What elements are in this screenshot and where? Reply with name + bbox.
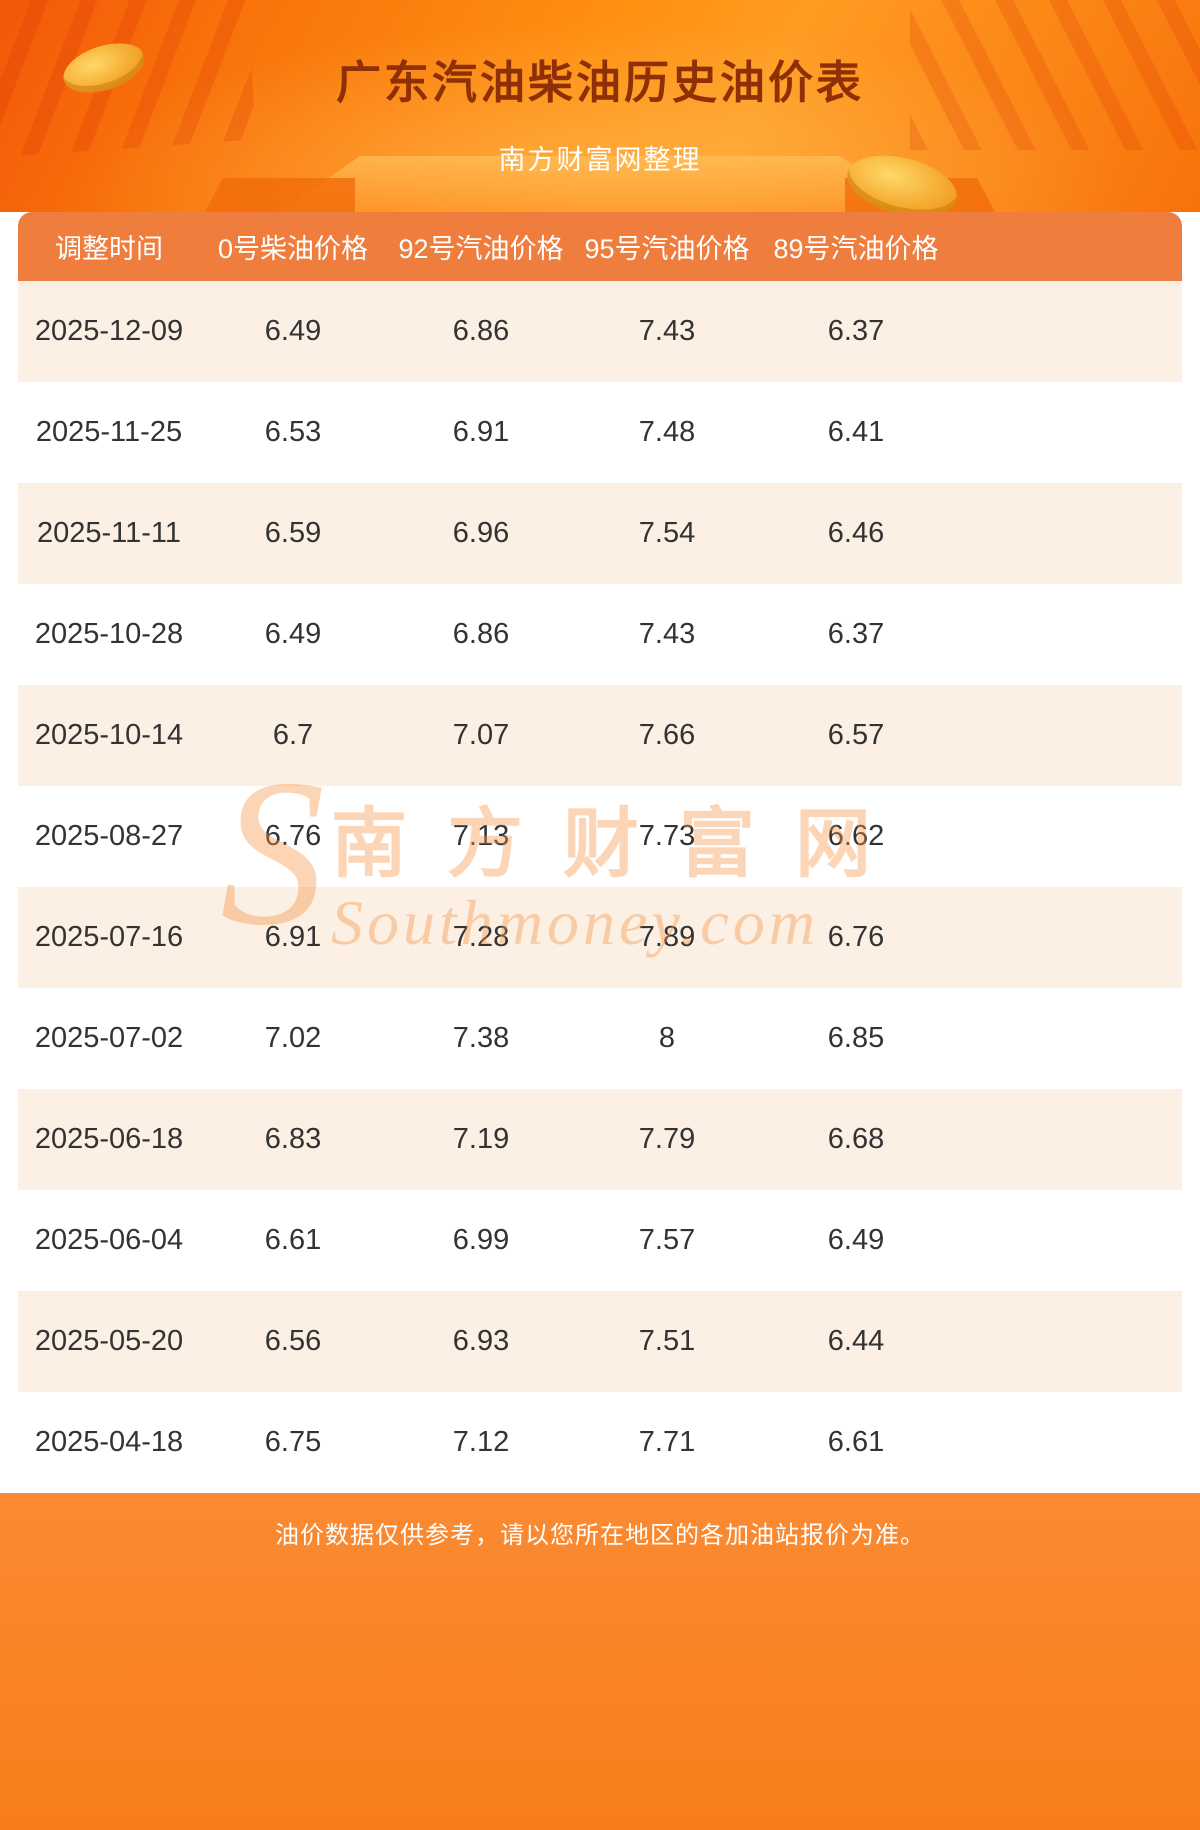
- price-cell: 6.49: [827, 1224, 885, 1256]
- price-cell: 7.07: [452, 719, 510, 751]
- price-cell: 6.86: [452, 315, 510, 347]
- table-row: 2025-11-11 6.59 6.96 7.54 6.46: [18, 483, 1182, 584]
- price-cell: 7.13: [452, 820, 510, 852]
- table-row: 2025-04-18 6.75 7.12 7.71 6.61: [18, 1392, 1182, 1493]
- price-cell: 6.56: [264, 1325, 322, 1357]
- adjust-date-cell: 2025-04-18: [34, 1426, 184, 1458]
- price-cell: 6.49: [264, 618, 322, 650]
- price-cell: 6.75: [264, 1426, 322, 1458]
- price-cell: 6.91: [452, 416, 510, 448]
- price-cell: 6.59: [264, 517, 322, 549]
- price-cell: 7.57: [638, 1224, 696, 1256]
- price-cell: 6.96: [452, 517, 510, 549]
- price-cell: 6.41: [827, 416, 885, 448]
- column-header-gasoline-89: 89号汽油价格: [773, 234, 939, 264]
- column-header-gasoline-95: 95号汽油价格: [584, 234, 750, 264]
- table-row: 2025-07-16 6.91 7.28 7.89 6.76: [18, 887, 1182, 988]
- price-cell: 7.66: [638, 719, 696, 751]
- adjust-date-cell: 2025-11-25: [35, 416, 183, 448]
- footer-note: 油价数据仅供参考，请以您所在地区的各加油站报价为准。: [275, 1522, 925, 1549]
- price-cell: 6.91: [264, 921, 322, 953]
- price-cell: 6.61: [827, 1426, 885, 1458]
- adjust-date-cell: 2025-12-09: [34, 315, 184, 347]
- price-cell: 6.44: [827, 1325, 885, 1357]
- price-cell: 7.71: [638, 1426, 696, 1458]
- price-cell: 6.76: [264, 820, 322, 852]
- table-row: 2025-08-27 6.76 7.13 7.73 6.62: [18, 786, 1182, 887]
- price-cell: 7.28: [452, 921, 510, 953]
- price-cell: 6.37: [827, 315, 885, 347]
- price-cell: 7.79: [638, 1123, 696, 1155]
- price-cell: 6.68: [827, 1123, 885, 1155]
- adjust-date-cell: 2025-11-11: [36, 517, 182, 549]
- table-body: 2025-12-09 6.49 6.86 7.43 6.37 2025-11-25 6.53…: [18, 281, 1182, 1493]
- column-header-adjust-date: 调整时间: [55, 234, 163, 264]
- price-cell: 6.61: [264, 1224, 322, 1256]
- column-header-gasoline-92: 92号汽油价格: [398, 234, 564, 264]
- table-row: 2025-10-28 6.49 6.86 7.43 6.37: [18, 584, 1182, 685]
- adjust-date-cell: 2025-07-16: [34, 921, 184, 953]
- table-row: 2025-06-18 6.83 7.19 7.79 6.68: [18, 1089, 1182, 1190]
- price-cell: 6.49: [264, 315, 322, 347]
- price-cell: 7.48: [638, 416, 696, 448]
- adjust-date-cell: 2025-05-20: [34, 1325, 184, 1357]
- table-header-row: 调整时间 0号柴油价格 92号汽油价格 95号汽油价格 89号汽油价格: [18, 212, 1182, 281]
- footer: 油价数据仅供参考，请以您所在地区的各加油站报价为准。: [0, 1493, 1200, 1830]
- page-subtitle: 南方财富网整理: [498, 145, 702, 175]
- price-cell: 6.7: [272, 719, 314, 751]
- price-cell: 6.46: [827, 517, 885, 549]
- price-cell: 6.53: [264, 416, 322, 448]
- table-row: 2025-10-14 6.7 7.07 7.66 6.57: [18, 685, 1182, 786]
- price-cell: 7.12: [452, 1426, 510, 1458]
- price-cell: 7.19: [452, 1123, 510, 1155]
- price-cell: 6.83: [264, 1123, 322, 1155]
- adjust-date-cell: 2025-10-28: [34, 618, 184, 650]
- podium-left-decoration: [205, 178, 355, 212]
- price-cell: 6.85: [827, 1022, 885, 1054]
- price-cell: 6.99: [452, 1224, 510, 1256]
- adjust-date-cell: 2025-08-27: [34, 820, 184, 852]
- adjust-date-cell: 2025-06-18: [34, 1123, 184, 1155]
- table-row: 2025-06-04 6.61 6.99 7.57 6.49: [18, 1190, 1182, 1291]
- price-cell: 7.02: [264, 1022, 322, 1054]
- price-cell: 7.38: [452, 1022, 510, 1054]
- price-table: 调整时间 0号柴油价格 92号汽油价格 95号汽油价格 89号汽油价格 2025…: [0, 212, 1200, 1493]
- price-cell: 6.86: [452, 618, 510, 650]
- price-cell: 7.73: [638, 820, 696, 852]
- table-row: 2025-11-25 6.53 6.91 7.48 6.41: [18, 382, 1182, 483]
- column-header-diesel-0: 0号柴油价格: [217, 234, 369, 264]
- price-cell: 7.54: [638, 517, 696, 549]
- price-cell: 6.76: [827, 921, 885, 953]
- price-cell: 6.62: [827, 820, 885, 852]
- table-row: 2025-12-09 6.49 6.86 7.43 6.37: [18, 281, 1182, 382]
- podium-right-decoration: [845, 178, 995, 212]
- price-cell: 7.43: [638, 315, 696, 347]
- header-banner: 广东汽油柴油历史油价表 南方财富网整理: [0, 0, 1200, 212]
- adjust-date-cell: 2025-07-02: [34, 1022, 184, 1054]
- page-title: 广东汽油柴油历史油价表: [335, 57, 864, 108]
- table-row: 2025-07-02 7.02 7.38 8 6.85: [18, 988, 1182, 1089]
- price-cell: 6.37: [827, 618, 885, 650]
- price-cell: 7.43: [638, 618, 696, 650]
- table-row: 2025-05-20 6.56 6.93 7.51 6.44: [18, 1291, 1182, 1392]
- price-cell: 6.93: [452, 1325, 510, 1357]
- price-cell: 6.57: [827, 719, 885, 751]
- price-cell: 7.51: [638, 1325, 696, 1357]
- adjust-date-cell: 2025-06-04: [34, 1224, 184, 1256]
- price-cell: 8: [658, 1022, 676, 1054]
- adjust-date-cell: 2025-10-14: [34, 719, 184, 751]
- price-cell: 7.89: [638, 921, 696, 953]
